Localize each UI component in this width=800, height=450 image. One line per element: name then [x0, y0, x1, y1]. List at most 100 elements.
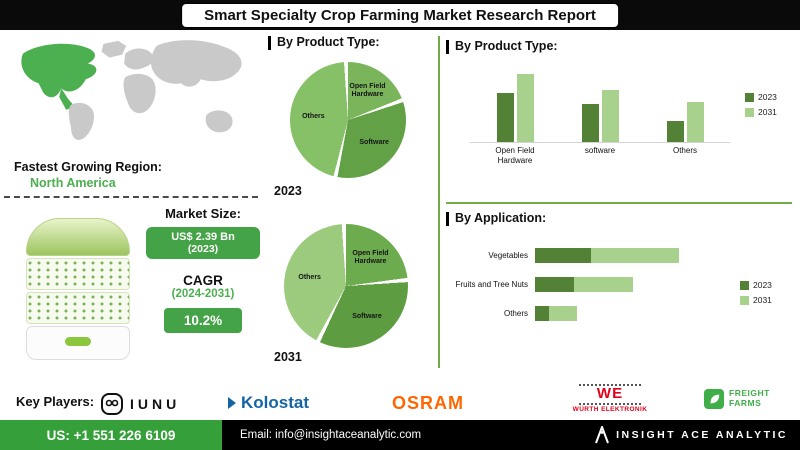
continent-asia: [151, 40, 242, 87]
pie-slice-label: Others: [298, 273, 321, 281]
hbar-segment-2031: [591, 248, 679, 263]
legend-swatch: [740, 280, 749, 290]
legend-item: 2023: [740, 280, 772, 290]
bar-pair: [666, 66, 704, 142]
wurth-we-mark: WE: [596, 385, 624, 402]
legend-label: 2023: [758, 92, 777, 102]
market-size-block: Market Size: US$ 2.39 Bn (2023) CAGR (20…: [146, 206, 260, 333]
legend-swatch: [745, 92, 754, 102]
wurth-wordmark: WÜRTH ELEKTRONIK: [572, 405, 648, 413]
email-contact: Email: info@insightaceanalytic.com: [240, 429, 422, 441]
legend-label: 2031: [758, 107, 777, 117]
application-heading: By Application:: [446, 211, 546, 226]
bar-2023: [581, 104, 599, 142]
sprouting-device-illustration: [26, 218, 130, 360]
market-size-year: (2023): [187, 243, 219, 255]
osram-wordmark: OSRAM: [392, 393, 464, 413]
pie-chart-2031: Open Field Hardware Software Others: [284, 224, 408, 348]
world-map-svg: [21, 40, 242, 140]
legend-swatch: [740, 295, 749, 305]
bar-group: Others: [654, 66, 716, 156]
bar-category-label: Open Field Hardware: [495, 146, 535, 165]
logo-freight-farms: FREIGHT FARMS: [704, 388, 770, 409]
product-bars-heading: By Product Type:: [446, 39, 558, 54]
iunu-wordmark: IUNU: [130, 396, 181, 412]
world-map: [8, 36, 256, 154]
application-bar-chart: Vegetables Fruits and Tree Nuts Others: [452, 248, 737, 335]
cagr-period: (2024-2031): [171, 288, 235, 300]
bar-category-label: software: [584, 146, 616, 155]
hbar-segment-2023: [535, 248, 591, 263]
continent-greenland: [101, 40, 127, 58]
market-size-label: Market Size:: [165, 206, 241, 221]
legend-label: 2023: [753, 280, 772, 290]
device-tray: [26, 258, 130, 290]
pie-slice-label: Software: [359, 138, 389, 146]
logo-osram: OSRAM: [392, 393, 464, 414]
freight-farms-wordmark: FREIGHT FARMS: [729, 388, 770, 409]
continent-north-america: [21, 43, 97, 110]
market-size-value: US$ 2.39 Bn: [171, 231, 235, 243]
bar-2023: [666, 121, 684, 142]
page-title: Smart Specialty Crop Farming Market Rese…: [181, 3, 619, 28]
hbar-category-label: Others: [503, 308, 528, 318]
device-base: [26, 326, 130, 360]
hbar-segment-2031: [549, 306, 577, 321]
bar-group: software: [569, 66, 631, 156]
legend-swatch: [745, 107, 754, 117]
vertical-divider: [438, 36, 440, 368]
freight-line1: FREIGHT: [729, 388, 770, 399]
brand-block: INSIGHT ACE ANALYTIC: [595, 420, 788, 450]
freight-line2: FARMS: [729, 398, 762, 408]
device-tray: [26, 292, 130, 324]
pie-disc-2023: [290, 62, 406, 178]
legend-item: 2031: [740, 295, 772, 305]
hbar-segment-2023: [535, 277, 574, 292]
hbar-category-label: Fruits and Tree Nuts: [455, 279, 528, 289]
hbar-category-label: Vegetables: [488, 250, 528, 260]
fastest-growing-region-label: Fastest Growing Region:: [14, 160, 162, 174]
kolostat-icon: [228, 397, 236, 409]
logo-wurth-elektronik: WE WÜRTH ELEKTRONIK: [566, 384, 654, 413]
bar-2031: [601, 89, 619, 142]
hbar-track: [535, 248, 679, 263]
market-size-value-box: US$ 2.39 Bn (2023): [146, 227, 260, 259]
hbar-segment-2031: [573, 277, 633, 292]
brand-name: INSIGHT ACE ANALYTIC: [616, 429, 788, 441]
kolostat-wordmark: Kolostat: [241, 393, 309, 412]
product-type-bar-chart: Open Field Hardware software Others: [470, 66, 730, 170]
continent-europe: [124, 48, 154, 70]
logo-iunu: IUNU: [100, 392, 180, 416]
bar-pair: [581, 66, 619, 142]
pie-slice-label: Open Field Hardware: [352, 249, 389, 266]
pie-year-label-2023: 2023: [274, 184, 302, 198]
owl-icon: [101, 393, 123, 415]
cagr-value-box: 10.2%: [164, 308, 242, 333]
hbar-row: Vegetables: [452, 248, 737, 263]
phone-contact: US: +1 551 226 6109: [0, 420, 222, 450]
bar-2023: [496, 92, 514, 142]
insight-ace-logo-icon: [595, 426, 609, 444]
device-lid: [26, 218, 130, 256]
pie-year-label-2031: 2031: [274, 350, 302, 364]
legend-item: 2023: [745, 92, 777, 102]
logo-kolostat: Kolostat: [226, 393, 309, 413]
hbar-track: [535, 277, 633, 292]
left-dashed-divider: [4, 196, 258, 198]
bar-2031: [686, 102, 704, 142]
bar-group: Open Field Hardware: [484, 66, 546, 165]
pie-slice-label: Others: [302, 112, 325, 120]
continent-south-america: [68, 102, 95, 140]
product-bar-legend: 2023 2031: [745, 92, 777, 117]
hbar-segment-2023: [535, 306, 549, 321]
pie-disc-2031: [284, 224, 408, 348]
hbar-track: [535, 306, 577, 321]
application-bar-legend: 2023 2031: [740, 280, 772, 305]
bar-pair: [496, 66, 534, 142]
wurth-dotted-line: [579, 402, 641, 405]
cagr-label: CAGR: [183, 273, 223, 288]
hbar-row: Others: [452, 306, 737, 321]
bar-2031: [516, 73, 534, 142]
footer-bar: US: +1 551 226 6109 Email: info@insighta…: [0, 420, 800, 450]
